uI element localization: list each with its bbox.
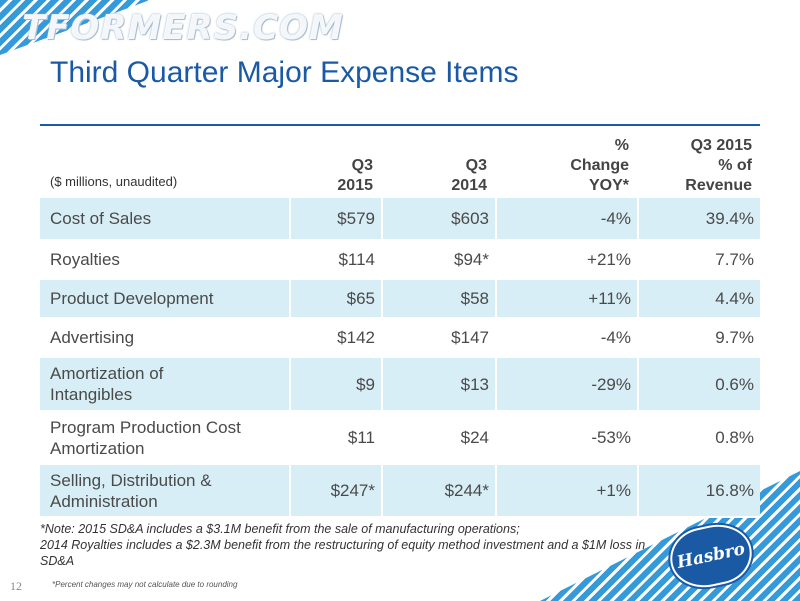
row-label-line: Program Production Cost [50,417,241,437]
cell-q3-2014: $24 [381,411,496,465]
cell-q3-2015: $9 [289,357,382,412]
header-line: 2015 [337,177,373,194]
row-label: Royalties [40,240,290,280]
table-row: Product Development $65 $58 +11% 4.4% [40,279,760,319]
row-label: Selling, Distribution & Administration [40,464,290,518]
cell-q3-2014: $94* [381,240,496,280]
cell-pct-revenue: 0.8% [637,411,760,465]
watermark: TFORMERS.COM [22,8,344,48]
cell-pct-revenue: 4.4% [637,279,760,319]
cell-change: -4% [495,318,638,358]
cell-change: +11% [495,279,638,319]
cell-q3-2014: $58 [381,279,496,319]
cell-pct-revenue: 9.7% [637,318,760,358]
table-header-row: ($ millions, unaudited) Q3 2015 Q3 2014 … [40,126,760,198]
row-label: Program Production Cost Amortization [40,411,290,465]
units-label: ($ millions, unaudited) [50,174,178,189]
cell-pct-revenue: 0.6% [637,357,760,412]
header-line: YOY* [588,177,629,194]
page-title: Third Quarter Major Expense Items [50,56,519,89]
note-text: *Note: 2015 SD&A includes a $3.1M benefi… [40,521,720,569]
cell-q3-2015: $114 [289,240,382,280]
cell-q3-2014: $147 [381,318,496,358]
row-label: Amortization of Intangibles [40,357,290,412]
row-label-line: Amortization [50,438,145,458]
header-q3-2014: Q3 2014 [381,126,496,198]
logo-text: Hasbro [675,539,747,573]
row-label-line: Advertising [50,328,135,347]
cell-pct-revenue: 7.7% [637,240,760,280]
row-label: Product Development [40,279,290,319]
header-line: Revenue [685,177,752,194]
cell-q3-2015: $11 [289,411,382,465]
row-label-line: Selling, Distribution & [50,470,212,490]
cell-change: -53% [495,411,638,465]
row-label-line: Product Development [50,289,214,308]
row-label: Cost of Sales [40,198,290,241]
table-row: Advertising $142 $147 -4% 9.7% [40,318,760,358]
header-change-yoy: % Change YOY* [495,126,638,198]
note-line: SD&A [40,554,75,568]
expense-table: ($ millions, unaudited) Q3 2015 Q3 2014 … [40,126,760,518]
cell-change: -29% [495,357,638,412]
cell-change: +1% [495,464,638,518]
header-line: Q3 [465,157,487,174]
cell-change: -4% [495,198,638,241]
row-label-line: Intangibles [50,385,133,404]
table-row: Selling, Distribution & Administration $… [40,464,760,518]
cell-pct-revenue: 39.4% [637,198,760,241]
cell-q3-2015: $247* [289,464,382,518]
header-line: Q3 2015 [690,137,752,154]
header-line: Q3 [351,157,373,174]
cell-pct-revenue: 16.8% [637,464,760,518]
row-label: Advertising [40,318,290,358]
header-line: % of [718,157,752,174]
table-row: Cost of Sales $579 $603 -4% 39.4% [40,198,760,241]
table-row: Program Production Cost Amortization $11… [40,411,760,465]
header-q3-2015: Q3 2015 [289,126,382,198]
cell-q3-2015: $65 [289,279,382,319]
cell-q3-2014: $244* [381,464,496,518]
header-line: 2014 [451,177,487,194]
cell-q3-2015: $579 [289,198,382,241]
cell-q3-2015: $142 [289,318,382,358]
cell-change: +21% [495,240,638,280]
note-line: 2014 Royalties includes a $2.3M benefit … [40,538,646,552]
header-line: Change [570,157,629,174]
rounding-footnote: *Percent changes may not calculate due t… [52,580,238,589]
row-label-line: Cost of Sales [50,209,152,228]
row-label-line: Administration [50,491,158,511]
table-top-rule [40,124,760,126]
table-row: Royalties $114 $94* +21% 7.7% [40,240,760,280]
cell-q3-2014: $603 [381,198,496,241]
row-label-line: Amortization of [50,364,164,383]
note-line: *Note: 2015 SD&A includes a $3.1M benefi… [40,522,520,536]
table-row: Amortization of Intangibles $9 $13 -29% … [40,357,760,412]
header-pct-revenue: Q3 2015 % of Revenue [637,126,760,198]
header-line: % [614,137,629,154]
row-label-line: Royalties [50,250,120,269]
page-number: 12 [10,579,22,593]
cell-q3-2014: $13 [381,357,496,412]
